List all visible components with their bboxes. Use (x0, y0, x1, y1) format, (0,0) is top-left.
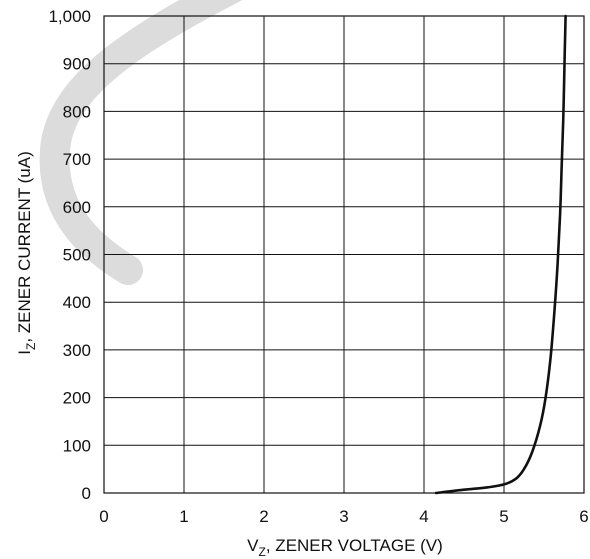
y-tick-label: 1,000 (48, 7, 91, 26)
x-tick-label: 6 (579, 507, 588, 526)
y-axis-title-sub: Z (24, 343, 38, 350)
x-axis-title: VZ, ZENER VOLTAGE (V) (247, 536, 443, 559)
y-tick-label: 200 (63, 389, 91, 408)
y-axis-title-main: I (15, 350, 34, 355)
y-tick-label: 700 (63, 150, 91, 169)
plot-border (103, 15, 585, 494)
watermark-swoosh (39, 0, 243, 285)
x-tick-label: 2 (259, 507, 268, 526)
y-tick-label: 0 (82, 484, 91, 503)
x-tick-label: 3 (339, 507, 348, 526)
y-axis-title-rest: , ZENER CURRENT (uA) (15, 151, 34, 342)
y-tick-label: 800 (63, 102, 91, 121)
x-axis-title-sub: Z (259, 545, 266, 559)
x-axis-title-main: V (247, 536, 259, 555)
y-axis-title: IZ, ZENER CURRENT (uA) (15, 151, 38, 355)
plot-frame (103, 15, 585, 494)
series-line (434, 14, 567, 495)
x-tick-label: 4 (419, 507, 428, 526)
y-tick-label: 500 (63, 246, 91, 265)
y-tick-label: 900 (63, 55, 91, 74)
y-tick-labels: 0 100 200 300 400 500 600 700 800 900 1,000 (48, 7, 91, 503)
y-tick-label: 100 (63, 436, 91, 455)
y-tick-label: 600 (63, 198, 91, 217)
y-tick-label: 300 (63, 341, 91, 360)
watermark-arc (39, 0, 243, 285)
x-tick-labels: 0 1 2 3 4 5 6 (99, 507, 588, 526)
grid-lines (103, 15, 585, 494)
x-tick-label: 0 (99, 507, 108, 526)
data-series (434, 14, 567, 495)
x-axis-title-rest: , ZENER VOLTAGE (V) (266, 536, 443, 555)
y-tick-label: 400 (63, 293, 91, 312)
x-tick-label: 5 (499, 507, 508, 526)
x-tick-label: 1 (179, 507, 188, 526)
